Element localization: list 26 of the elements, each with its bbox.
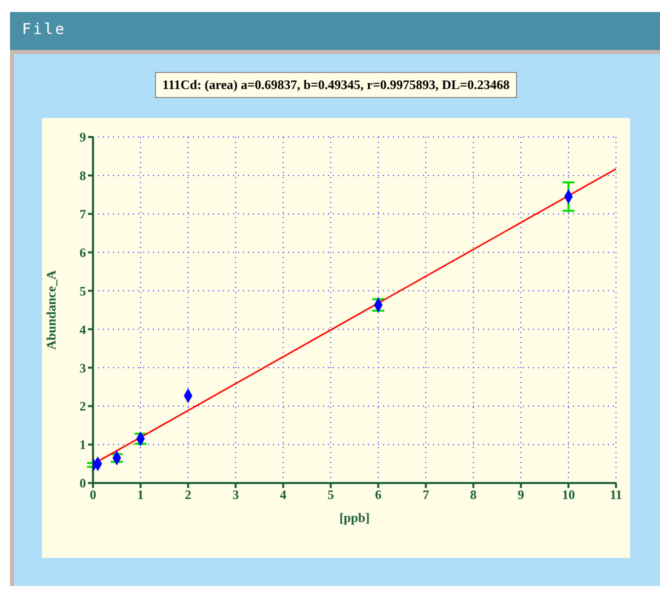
y-tick-label: 3 [80, 360, 86, 376]
y-tick-label: 7 [80, 206, 86, 222]
x-tick-label: 3 [232, 487, 240, 502]
x-tick-label: 7 [422, 487, 430, 502]
x-tick-label: 11 [610, 487, 622, 502]
x-tick-label: 4 [280, 487, 287, 502]
y-tick-label: 9 [80, 130, 86, 145]
x-tick-label: 8 [470, 487, 478, 502]
x-tick-label: 1 [137, 487, 144, 502]
y-tick-label: 4 [80, 322, 86, 337]
x-tick-label: 5 [327, 487, 334, 502]
x-tick-label: 6 [375, 487, 382, 502]
x-tick-label: 9 [518, 487, 525, 502]
x-tick-label: 2 [184, 487, 192, 502]
y-tick-label: 2 [80, 398, 86, 414]
y-tick-label: 6 [80, 244, 86, 260]
y-axis-title: Abundance_A [44, 270, 59, 350]
x-axis-title: [ppb] [339, 510, 370, 525]
y-tick-label: 5 [80, 283, 86, 298]
text: File [22, 20, 66, 38]
y-tick-label: 0 [80, 476, 86, 491]
chart-title: 111Cd: (area) a=0.69837, b=0.49345, r=0.9975893, DL=0.23468 [155, 72, 517, 98]
x-tick-label: 10 [562, 487, 575, 502]
y-tick-label: 1 [80, 437, 86, 452]
y-tick-label: 8 [80, 168, 86, 184]
x-tick-label: 0 [90, 487, 96, 502]
